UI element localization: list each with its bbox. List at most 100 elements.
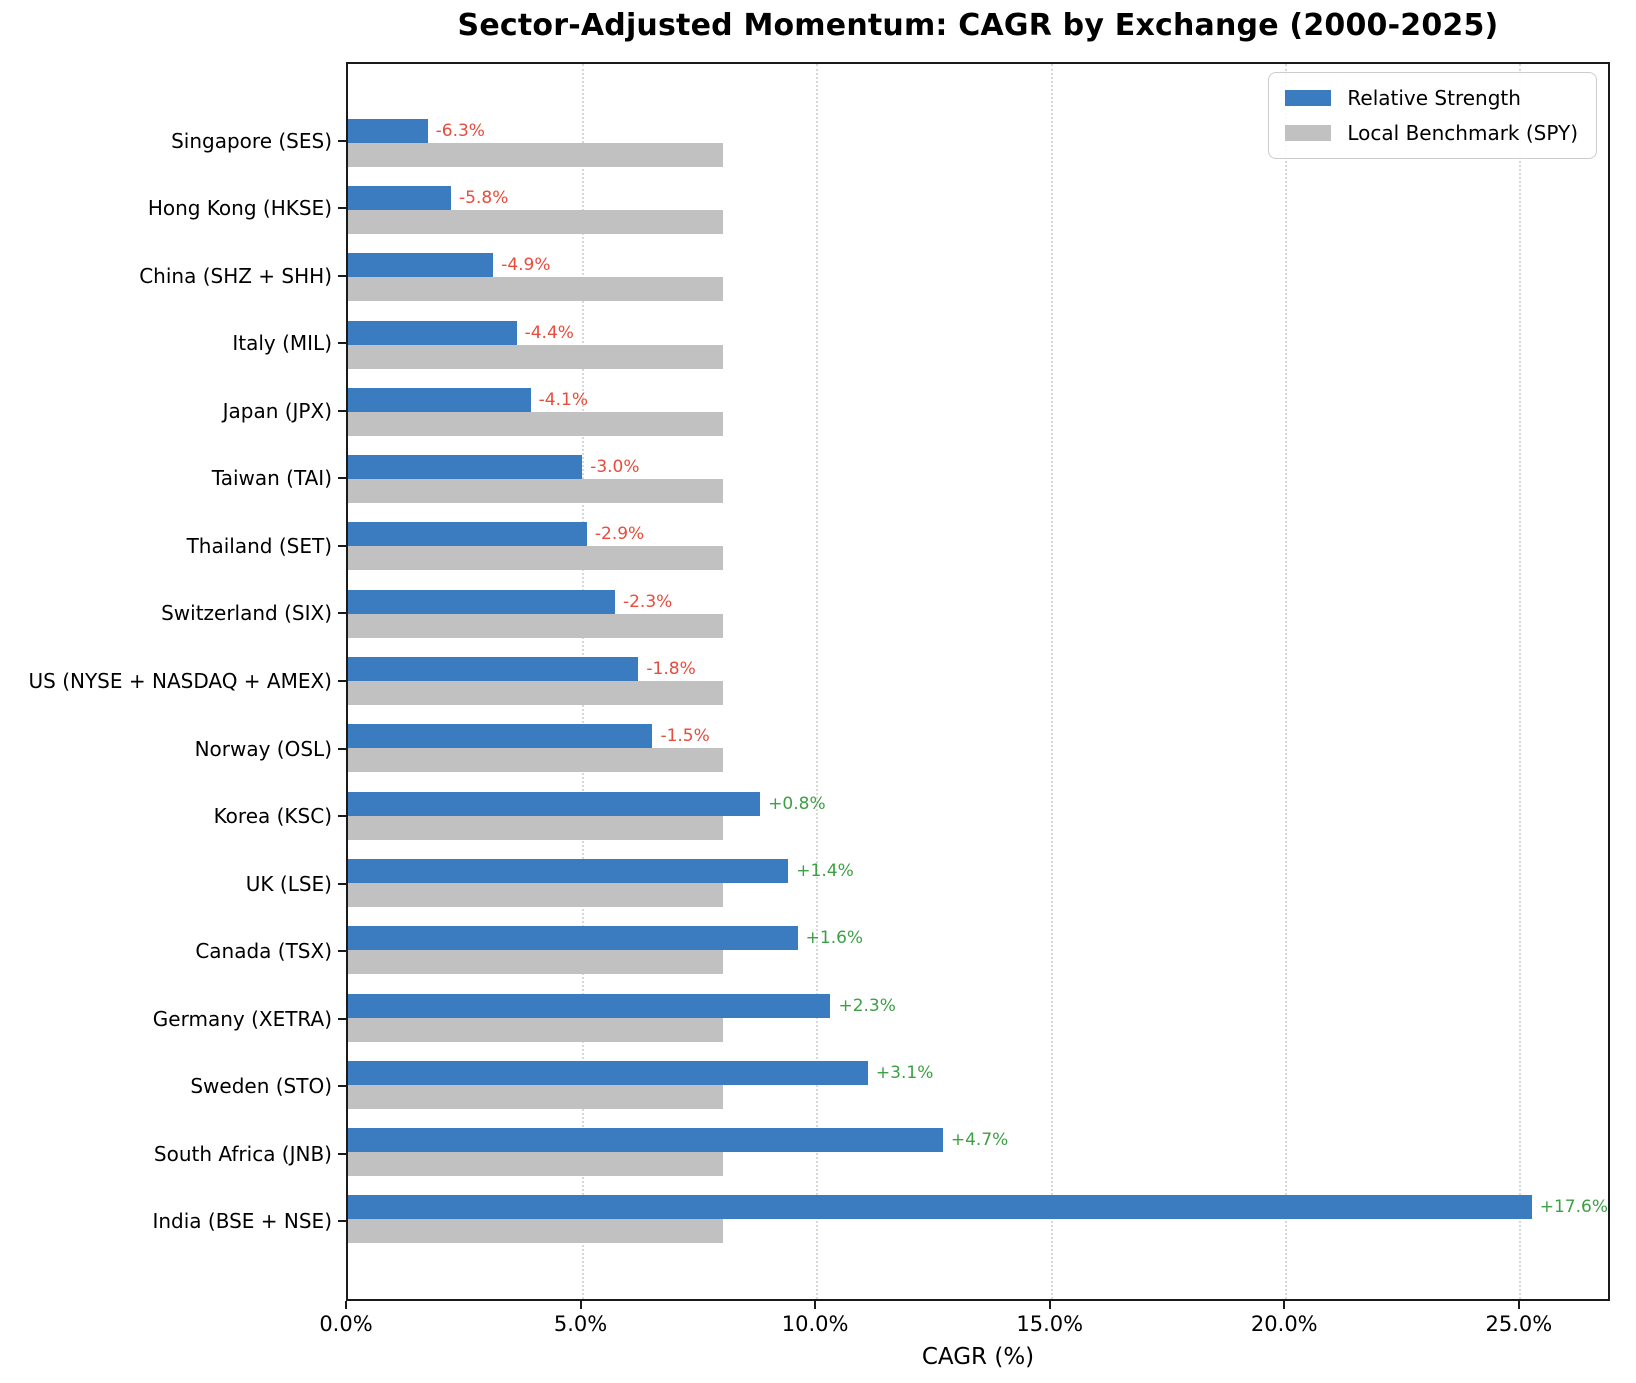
- plot-area: -6.3% -5.8% -4.9% -4.4%: [346, 62, 1610, 1301]
- relative-strength-bar: [348, 926, 798, 951]
- category-row: +4.7%: [348, 1118, 1608, 1185]
- y-tick-mark: [338, 680, 346, 683]
- category-label: Germany (XETRA): [152, 1006, 332, 1031]
- category-row: +1.4%: [348, 849, 1608, 916]
- delta-annotation: -2.3%: [622, 591, 673, 612]
- x-tick-mark-15: [1048, 1301, 1051, 1309]
- benchmark-bar: [348, 950, 723, 975]
- y-tick-mark: [338, 477, 346, 480]
- y-tick-mark: [338, 274, 346, 277]
- delta-annotation: -6.3%: [435, 120, 485, 141]
- y-tick-mark: [338, 882, 346, 885]
- benchmark-bar: [348, 815, 723, 840]
- legend: Relative Strength Local Benchmark (SPY): [1268, 72, 1597, 159]
- category-row: -4.1%: [348, 378, 1608, 445]
- gridline-20: [1284, 64, 1287, 1299]
- category-row: +0.8%: [348, 782, 1608, 849]
- x-tick-label-0: 0.0%: [319, 1312, 373, 1336]
- category-row: +1.6%: [348, 917, 1608, 984]
- delta-annotation: -5.8%: [459, 187, 509, 208]
- relative-strength-bar: [348, 1128, 943, 1153]
- delta-annotation: +17.6%: [1539, 1197, 1608, 1218]
- relative-strength-bar: [348, 455, 583, 480]
- benchmark-bar: [348, 882, 723, 907]
- relative-strength-bar: [348, 657, 639, 682]
- relative-strength-bar: [348, 1195, 1532, 1220]
- benchmark-bar: [348, 1017, 723, 1042]
- benchmark-bar: [348, 546, 723, 571]
- y-tick-mark: [338, 1220, 346, 1223]
- category-label: Italy (MIL): [232, 331, 332, 356]
- relative-strength-bar: [348, 253, 494, 278]
- benchmark-bar: [348, 613, 723, 638]
- delta-annotation: -4.4%: [524, 322, 574, 343]
- category-row: +3.1%: [348, 1051, 1608, 1118]
- category-row: -1.5%: [348, 715, 1608, 782]
- y-tick-mark: [338, 139, 346, 142]
- category-row: -2.9%: [348, 513, 1608, 580]
- category-label: Japan (JPX): [222, 398, 332, 423]
- delta-annotation: +2.3%: [838, 995, 896, 1016]
- relative-strength-bar: [348, 791, 761, 816]
- category-row: -5.8%: [348, 176, 1608, 243]
- y-axis-labels: Singapore (SES) Hong Kong (HKSE) China (…: [0, 62, 346, 1301]
- legend-entry-relative-strength: Relative Strength: [1285, 86, 1578, 110]
- delta-annotation: -2.9%: [594, 524, 645, 545]
- delta-annotation: -3.0%: [590, 457, 640, 478]
- category-label: Korea (KSC): [213, 804, 332, 829]
- relative-strength-bar: [348, 185, 452, 210]
- category-label: Switzerland (SIX): [161, 601, 332, 626]
- category-row: +2.3%: [348, 984, 1608, 1051]
- category-label: India (BSE + NSE): [152, 1209, 332, 1234]
- category-row: -4.9%: [348, 244, 1608, 311]
- category-label: Hong Kong (HKSE): [147, 196, 332, 221]
- category-row: +17.6%: [348, 1186, 1608, 1253]
- relative-strength-bar: [348, 1060, 868, 1085]
- x-tick-mark-5: [579, 1301, 582, 1309]
- x-axis-title: CAGR (%): [921, 1344, 1035, 1370]
- relative-strength-bar: [348, 118, 428, 143]
- gridline-15: [1050, 64, 1053, 1299]
- category-label: US (NYSE + NASDAQ + AMEX): [28, 669, 333, 694]
- delta-annotation: +0.8%: [768, 793, 826, 814]
- y-tick-mark: [338, 1085, 346, 1088]
- y-tick-mark: [338, 207, 346, 210]
- y-tick-mark: [338, 815, 346, 818]
- x-tick-mark-10: [814, 1301, 817, 1309]
- category-row: -4.4%: [348, 311, 1608, 378]
- benchmark-bar: [348, 411, 723, 436]
- delta-annotation: -4.9%: [501, 255, 551, 276]
- category-label: China (SHZ + SHH): [139, 263, 332, 288]
- benchmark-bar: [348, 142, 723, 167]
- benchmark-bar: [348, 209, 723, 234]
- delta-annotation: -1.8%: [646, 659, 696, 680]
- x-tick-label-25: 25.0%: [1485, 1312, 1553, 1336]
- benchmark-bar: [348, 344, 723, 369]
- x-tick-mark-20: [1283, 1301, 1286, 1309]
- benchmark-bar: [348, 1152, 723, 1177]
- category-row: -3.0%: [348, 445, 1608, 512]
- x-tick-mark-25: [1517, 1301, 1520, 1309]
- gridline-25: [1519, 64, 1521, 1299]
- category-label: Norway (OSL): [194, 736, 332, 761]
- delta-annotation: +1.6%: [805, 928, 864, 949]
- x-tick-mark-0: [345, 1301, 347, 1309]
- y-tick-mark: [338, 1152, 346, 1155]
- category-label: Singapore (SES): [171, 128, 332, 153]
- benchmark-bar: [348, 748, 723, 773]
- relative-strength-bar: [348, 993, 831, 1018]
- legend-swatch-relative-strength: [1285, 90, 1332, 106]
- benchmark-bar: [348, 479, 723, 504]
- legend-label-benchmark: Local Benchmark (SPY): [1347, 121, 1578, 145]
- category-row: -2.3%: [348, 580, 1608, 647]
- benchmark-bar: [348, 277, 723, 302]
- category-label: Thailand (SET): [186, 533, 332, 558]
- y-tick-mark: [338, 409, 346, 412]
- delta-annotation: +1.4%: [796, 860, 854, 881]
- legend-label-relative-strength: Relative Strength: [1347, 86, 1521, 110]
- y-tick-mark: [338, 747, 346, 750]
- category-row: -6.3%: [348, 109, 1608, 176]
- y-tick-mark: [338, 544, 346, 547]
- legend-swatch-benchmark: [1285, 125, 1332, 141]
- category-label: Canada (TSX): [195, 939, 332, 964]
